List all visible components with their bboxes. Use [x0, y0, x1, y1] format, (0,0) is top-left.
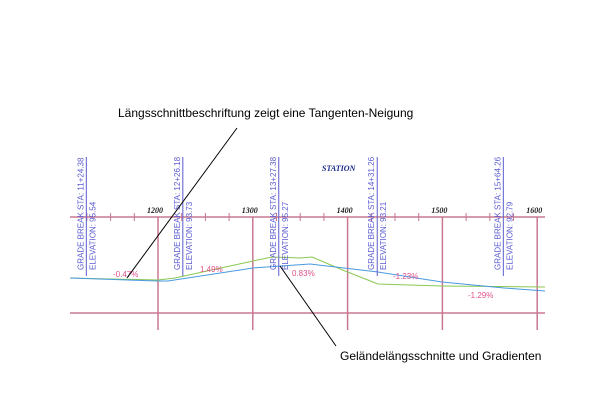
grade-break-elevation: ELEVATION: 93.21	[379, 201, 388, 270]
station-tick-label: 1400	[337, 206, 353, 215]
grade-break-elevation: ELEVATION: 93.73	[185, 201, 194, 270]
grade-break-labels: GRADE BREAK STA: 11+24.38 ELEVATION: 95.5…	[76, 156, 514, 276]
grade-label: -1.23%	[393, 272, 418, 281]
station-tick-label: 1500	[431, 206, 447, 215]
grade-break-station: GRADE BREAK STA: 14+31.26	[367, 156, 376, 270]
grade-label: -1.29%	[468, 291, 493, 300]
grade-break-station: GRADE BREAK STA: 11+24.38	[76, 157, 85, 270]
grade-break-station: GRADE BREAK STA: 13+27.38	[269, 156, 278, 270]
grade-label: -0.47%	[113, 270, 138, 279]
callout-bottom: Geländelängsschnitte und Gradienten	[340, 349, 542, 363]
station-tick-label: 1200	[147, 206, 163, 215]
station-axis-title: STATION	[322, 164, 357, 173]
grid: 1200 1300 1400 1500 1600	[70, 206, 545, 330]
station-tick-label: 1300	[242, 206, 258, 215]
design-profile-line	[69, 263, 546, 292]
grade-label: 1.49%	[200, 265, 223, 274]
callout-leader-top	[126, 127, 238, 279]
callout-leader-bottom	[279, 265, 337, 347]
grade-break-station: GRADE BREAK STA: 12+26.18	[173, 156, 182, 270]
callout-top: Längsschnittbeschriftung zeigt eine Tang…	[118, 106, 414, 120]
grade-break-station: GRADE BREAK STA: 15+64.26	[493, 156, 502, 270]
ground-profile-line	[69, 256, 546, 288]
grade-break-elevation: ELEVATION: 95.54	[88, 201, 97, 270]
grade-break-elevation: ELEVATION: 95.27	[281, 201, 290, 270]
grade-break-elevation: ELEVATION: 92.79	[505, 201, 514, 270]
grade-label: 0.83%	[292, 269, 315, 278]
station-tick-label: 1600	[526, 206, 542, 215]
